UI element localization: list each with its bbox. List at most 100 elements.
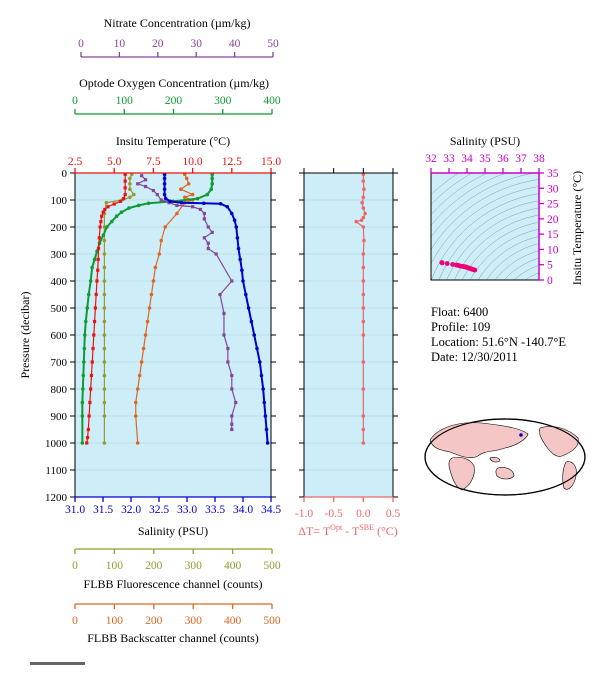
world-map	[424, 418, 586, 496]
oxygen-point	[81, 373, 86, 378]
temperature-point	[94, 292, 98, 297]
pressure-tick-label: 200	[51, 222, 68, 234]
salinity-series	[162, 172, 270, 445]
location: Location: 51.6°N -140.7°E	[431, 335, 566, 349]
axis-tick-label: 34.5	[261, 504, 281, 516]
nitrate-point	[218, 292, 222, 297]
fluorescence-point	[102, 333, 107, 337]
axis-tick-label: 0	[72, 95, 78, 107]
nitrate-point	[198, 207, 203, 212]
oxygen-point	[85, 306, 90, 310]
axis-tick-label: 15	[547, 229, 559, 241]
backscatter-point	[141, 346, 146, 351]
axis-tick-label: 35	[547, 168, 559, 180]
land-mass	[429, 422, 529, 458]
axis-tick-label: 400	[224, 615, 242, 627]
delta-t-point	[361, 225, 366, 229]
oxygen-point	[82, 346, 87, 351]
nitrate-point	[206, 247, 210, 251]
delta-t-point	[361, 215, 366, 220]
backscatter-series	[133, 172, 195, 445]
oxygen-point	[210, 182, 214, 186]
nitrate-axis-label: Nitrate Concentration (µm/kg)	[104, 16, 251, 30]
backscatter-point	[133, 400, 138, 405]
axis-tick-label: 10	[547, 244, 559, 256]
ts-axes: 32 33 34 35 36 37 38 0 5 10 15 20 25 30 35	[425, 153, 559, 287]
oxygen-point	[82, 360, 86, 364]
fluorescence-axis: 0 100 200 300 400 500	[72, 548, 281, 572]
axis-tick-label: -1.0	[295, 508, 313, 520]
salinity-point	[265, 441, 270, 445]
axis-tick-label: 33.5	[205, 504, 225, 516]
nitrate-point	[202, 217, 206, 221]
nitrate-point	[230, 279, 234, 283]
axis-tick-label: 0.5	[386, 508, 401, 520]
nitrate-point	[159, 198, 163, 202]
axis-tick-label: 5	[547, 260, 553, 272]
axis-tick-label: 300	[185, 615, 203, 627]
axis-tick-label: 500	[263, 615, 281, 627]
oxygen-point	[205, 192, 210, 197]
nitrate-point	[230, 373, 234, 378]
axis-tick-label: 34	[461, 153, 473, 165]
fluorescence-point	[102, 441, 107, 445]
delta-t-point	[361, 292, 366, 297]
axis-tick-label: 31.0	[65, 504, 85, 516]
salinity-point	[202, 201, 206, 206]
axis-tick-label: 0	[72, 615, 78, 627]
delta-t-point	[363, 211, 367, 216]
nitrate-axis: 0 10 20 30 40 50	[78, 38, 279, 58]
axis-tick-label: 33.0	[177, 504, 197, 516]
salinity-point	[162, 182, 167, 186]
backscatter-point	[175, 211, 179, 216]
oxygen-point	[146, 201, 151, 206]
map-land-masses	[429, 422, 579, 491]
oxygen-point	[119, 210, 124, 214]
backscatter-point	[186, 182, 191, 186]
pressure-tick-label: 500	[51, 303, 68, 315]
salinity-point	[163, 196, 168, 201]
axis-tick-label: 300	[214, 95, 232, 107]
salinity-point	[238, 257, 242, 262]
temperature-point	[85, 441, 89, 445]
nitrate-point	[202, 211, 206, 216]
salinity-point	[168, 199, 172, 204]
nitrate-point	[155, 193, 159, 197]
axis-tick-label: 15.0	[261, 156, 281, 168]
salinity-point	[234, 225, 239, 229]
axis-tick-label: 30	[547, 183, 559, 195]
ts-point	[444, 261, 450, 266]
salinity-point	[225, 204, 230, 209]
oxygen-point	[80, 400, 85, 405]
oxygen-point	[210, 176, 214, 181]
salinity-point	[249, 319, 254, 324]
temperature-point	[123, 172, 127, 176]
axis-tick-label: 25	[547, 199, 559, 211]
backscatter-point	[190, 192, 195, 197]
profile-number: Profile: 109	[431, 320, 491, 334]
oxygen-axis: 0 100 200 300 400	[72, 95, 281, 115]
backscatter-point	[184, 176, 189, 181]
nitrate-point	[226, 346, 230, 351]
backscatter-point	[151, 279, 156, 283]
backscatter-point	[135, 387, 140, 391]
oxygen-point	[83, 333, 87, 337]
oxygen-point	[80, 441, 85, 445]
oxygen-point	[127, 206, 131, 210]
axis-tick-label: 400	[263, 95, 281, 107]
delta-t-point	[361, 414, 366, 418]
salinity-point	[236, 246, 241, 251]
backscatter-point	[159, 238, 164, 243]
backscatter-point	[153, 265, 158, 270]
fluorescence-point	[128, 176, 132, 181]
delta-t-point	[362, 187, 366, 191]
axis-tick-label: 12.5	[222, 156, 242, 168]
temperature-point	[103, 207, 107, 212]
pressure-tick-label: 900	[51, 411, 68, 423]
backscatter-point	[182, 195, 187, 200]
float-id: Float: 6400	[431, 305, 489, 319]
temperature-point	[106, 205, 110, 209]
fluorescence-point	[104, 200, 109, 205]
axis-tick-label: 7.5	[146, 156, 161, 168]
nitrate-point	[143, 178, 148, 182]
